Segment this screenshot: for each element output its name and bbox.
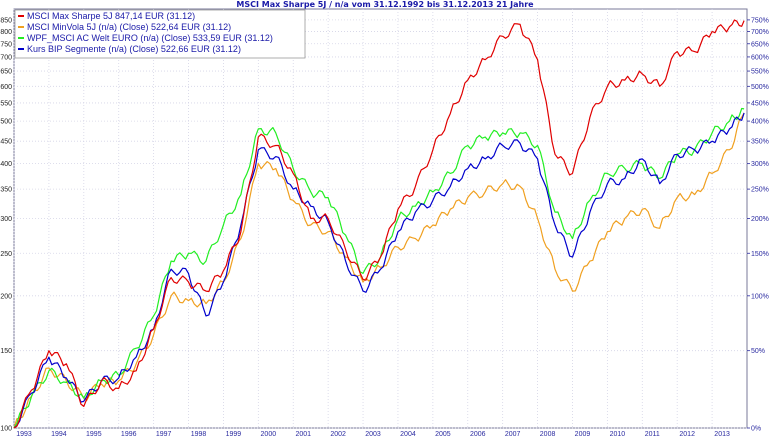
axis-labels: 100 150 200 250 300 350 400 450 500 550 600 650 700 7…	[0, 17, 769, 438]
x-tick-label: 2001	[295, 431, 311, 438]
x-tick-label: 1999	[226, 431, 242, 438]
y-tick-label-right: 200%	[751, 216, 769, 223]
gridlines	[13, 9, 747, 429]
y-tick-label-left: 800	[0, 29, 12, 36]
y-tick-label-left: 300	[0, 216, 12, 223]
x-tick-label: 2012	[679, 431, 695, 438]
y-tick-label-right: 300%	[751, 161, 769, 168]
x-tick-label: 2004	[400, 431, 416, 438]
x-tick-label: 2003	[365, 431, 381, 438]
x-tick-label: 2011	[645, 431, 660, 438]
legend-label: MSCI Max Sharpe 5J 847,14 EUR (31.12)	[27, 11, 195, 21]
y-tick-label-left: 650	[0, 69, 12, 76]
y-tick-label-right: 350%	[751, 139, 769, 146]
x-tick-label: 2010	[610, 431, 626, 438]
x-tick-label: 2008	[540, 431, 556, 438]
y-tick-label-right: 550%	[751, 69, 769, 76]
x-tick-label: 2009	[575, 431, 591, 438]
y-tick-label-left: 250	[0, 251, 12, 258]
y-tick-label-left: 750	[0, 41, 12, 48]
legend-label: Kurs BIP Segmente (n/a) (Close) 522,66 E…	[27, 44, 241, 54]
x-tick-label: 1995	[86, 431, 102, 438]
series-lines	[13, 19, 745, 429]
legend-box	[14, 9, 306, 59]
y-tick-label-left: 200	[0, 293, 12, 300]
y-tick-label-right: 650%	[751, 41, 769, 48]
y-tick-label-right: 50%	[751, 348, 765, 355]
y-tick-label-right: 700%	[751, 29, 769, 36]
y-tick-label-right: 750%	[751, 17, 769, 24]
y-tick-label-right: 500%	[751, 84, 769, 91]
x-tick-label: 2013	[714, 431, 730, 438]
y-tick-label-right: 450%	[751, 100, 769, 107]
x-tick-label: 1994	[51, 431, 67, 438]
y-tick-label-left: 450	[0, 139, 12, 146]
series-line-2	[13, 112, 745, 429]
series-line-1	[13, 19, 745, 429]
y-tick-label-left: 700	[0, 54, 12, 61]
y-tick-label-left: 350	[0, 187, 12, 194]
x-tick-label: 2002	[330, 431, 346, 438]
y-tick-label-left: 600	[0, 84, 12, 91]
y-tick-label-right: 150%	[751, 251, 769, 258]
y-tick-label-right: 400%	[751, 119, 769, 126]
y-tick-label-right: 250%	[751, 187, 769, 194]
x-tick-label: 1998	[191, 431, 207, 438]
x-tick-label: 1996	[121, 431, 137, 438]
chart-title: MSCI Max Sharpe 5J / n/a vom 31.12.1992 …	[236, 0, 534, 9]
legend-label: MSCI MinVola 5J (n/a) (Close) 522,64 EUR…	[27, 22, 231, 32]
x-tick-label: 1993	[16, 431, 32, 438]
series-line-4	[13, 112, 745, 429]
x-tick-label: 2007	[505, 431, 521, 438]
x-tick-label: 2000	[261, 431, 277, 438]
y-tick-label-left: 500	[0, 119, 12, 126]
y-tick-label-right: 600%	[751, 54, 769, 61]
y-tick-label-right: 0%	[751, 426, 761, 433]
x-tick-label: 1997	[156, 431, 172, 438]
legend: MSCI Max Sharpe 5J 847,14 EUR (31.12)MSC…	[14, 9, 306, 59]
y-tick-label-left: 550	[0, 100, 12, 107]
y-tick-label-right: 100%	[751, 293, 769, 300]
y-tick-label-left: 150	[0, 348, 12, 355]
y-tick-label-left: 400	[0, 161, 12, 168]
x-tick-label: 2005	[435, 431, 451, 438]
x-tick-label: 2006	[470, 431, 486, 438]
y-tick-label-left: 100	[0, 426, 12, 433]
y-tick-label-left: 850	[0, 17, 12, 24]
legend-label: WPF_MSCI AC Welt EURO (n/a) (Close) 533,…	[27, 33, 273, 43]
